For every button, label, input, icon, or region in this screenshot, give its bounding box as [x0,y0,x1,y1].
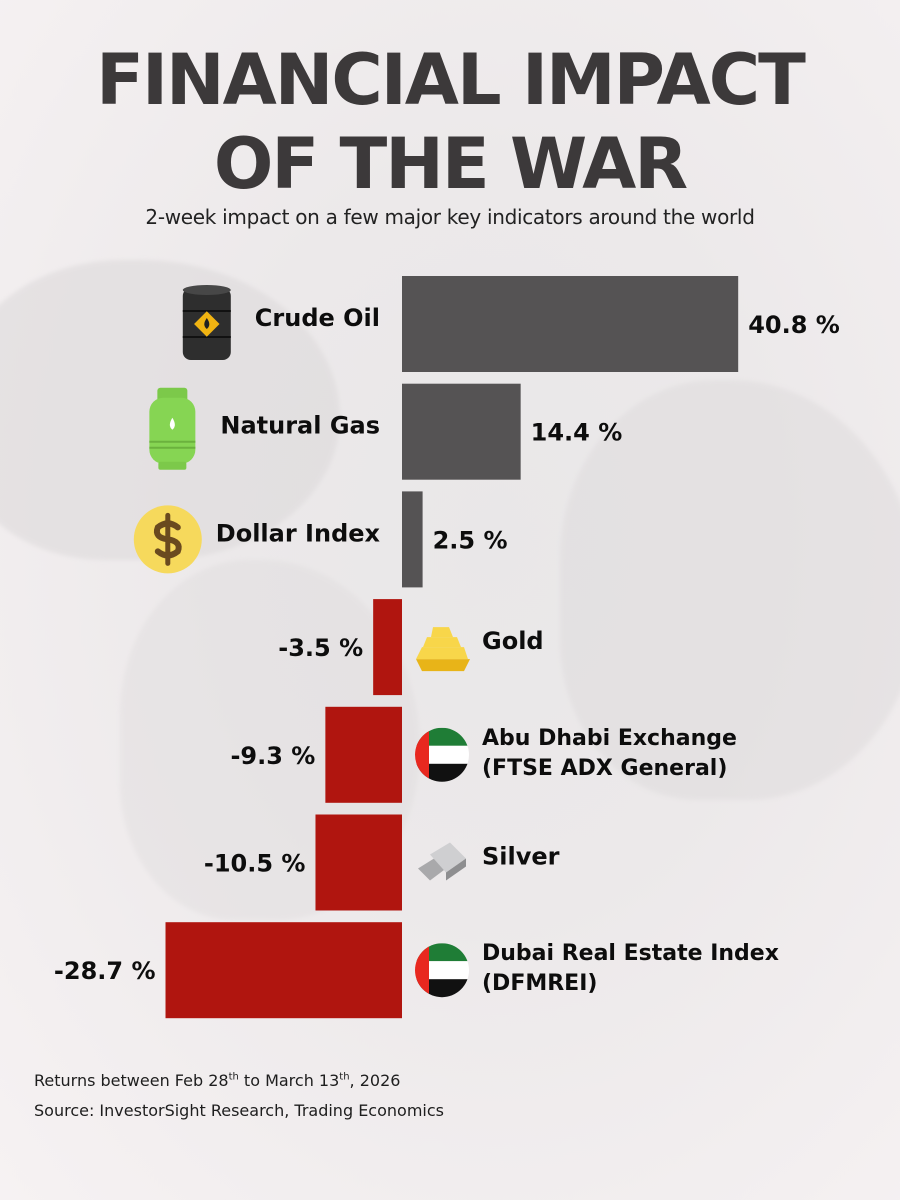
bar-silver [315,814,402,911]
value-label: -3.5 % [278,634,363,662]
page-title-line-1: FINANCIAL IMPACT [96,39,806,121]
bar-row: 40.8 % Crude Oil [182,276,840,372]
category-label: Dollar Index [216,519,381,547]
value-label: 40.8 % [748,311,840,339]
bar-abu-dhabi-exchange [325,706,402,803]
bar-row: 14.4 % Natural Gas [149,383,623,480]
category-label: Natural Gas [220,412,380,440]
value-label: -10.5 % [204,850,306,878]
bar-row: 2.5 % Dollar Index [133,491,508,588]
bar-dollar-index [402,491,423,588]
footnote-returns-suffix: , 2026 [349,1071,401,1090]
uae-flag-icon [415,943,469,998]
value-label: 2.5 % [433,526,508,554]
uae-flag-icon [415,727,469,782]
dollar-coin-icon [133,505,202,574]
value-label: 14.4 % [531,419,623,447]
bar-crude-oil [402,276,739,372]
bar-row: -3.5 % Gold [278,599,544,696]
value-label: -9.3 % [230,742,315,770]
gas-cylinder-icon [149,387,196,470]
bar-gold [373,599,402,696]
page-subtitle: 2-week impact on a few major key indicat… [145,205,755,229]
value-label: -28.7 % [54,957,156,985]
bar-dubai-real-estate-index [165,922,402,1019]
page-title-line-2: OF THE WAR [213,123,688,205]
category-label: (DFMREI) [482,971,597,996]
category-label: (FTSE ADX General) [482,756,727,781]
bar-row: -28.7 % Dubai Real Estate Index (DFMREI) [54,922,779,1019]
category-label: Abu Dhabi Exchange [482,726,737,751]
footnote-returns-prefix: Returns between Feb 28 [34,1071,229,1090]
bar-row: -9.3 % Abu Dhabi Exchange (FTSE ADX Genera… [230,706,737,803]
footnote-returns: Returns between Feb 28th to March 13th, … [34,1070,400,1092]
silver-bars-icon [418,842,466,881]
gold-bars-icon [416,627,470,672]
category-label: Silver [482,843,560,871]
category-label: Gold [482,627,544,655]
world-map-background-2 [560,380,900,800]
footnote-returns-mid: to March 13 [238,1071,340,1090]
oil-barrel-icon [182,285,231,360]
category-label: Dubai Real Estate Index [482,941,779,966]
footnote-source: Source: InvestorSight Research, Trading … [34,1101,444,1120]
category-label: Crude Oil [255,304,380,332]
footnote-sup-2: th [339,1071,350,1083]
bar-row: -10.5 % Silver [204,814,560,911]
bar-natural-gas [402,383,521,480]
footnote-sup-1: th [228,1071,239,1083]
